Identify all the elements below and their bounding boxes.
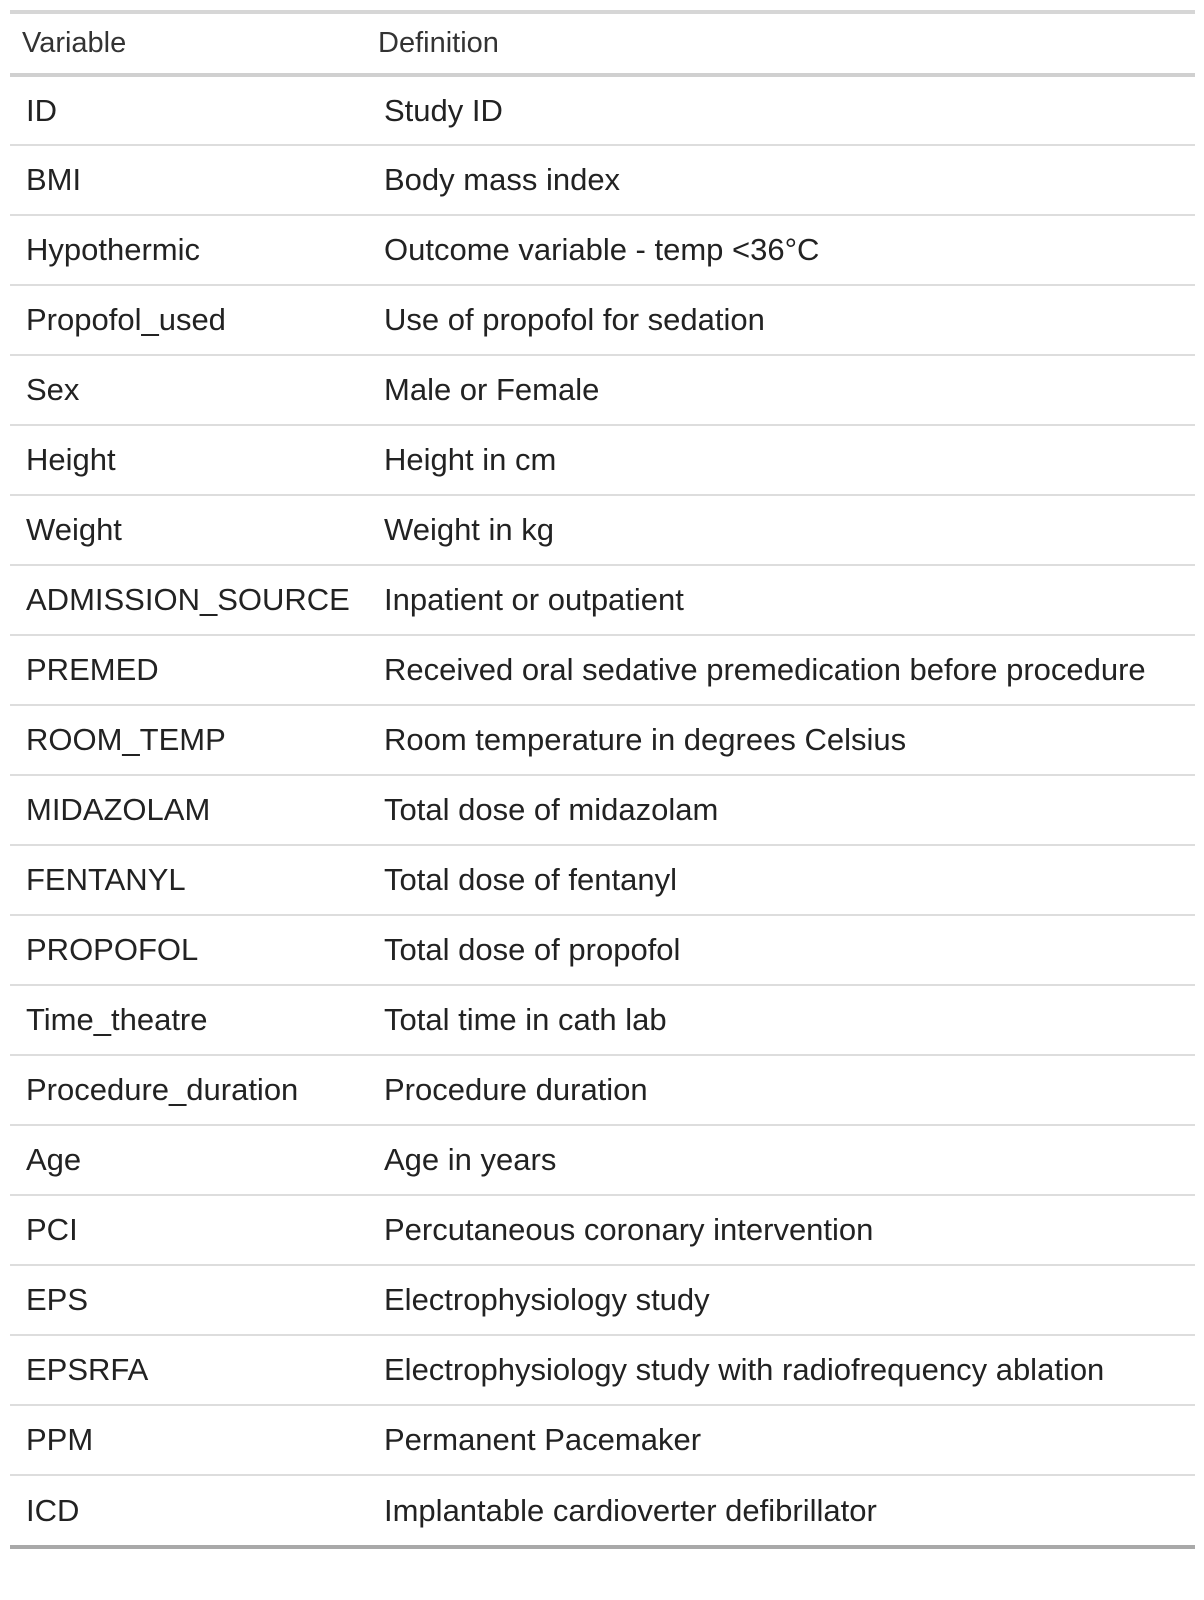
variable-cell: Height [10, 424, 368, 495]
table-row: PCI Percutaneous coronary intervention [10, 1194, 1195, 1265]
definition-cell: Total time in cath lab [368, 984, 1195, 1055]
definition-cell: Outcome variable - temp <36°C [368, 214, 1195, 285]
definition-cell: Body mass index [368, 144, 1195, 215]
definition-cell: Study ID [384, 92, 503, 128]
variable-cell: MIDAZOLAM [10, 774, 368, 845]
definition-cell: Total dose of fentanyl [368, 844, 1195, 915]
table-row: MIDAZOLAM Total dose of midazolam [10, 774, 1195, 845]
definition-cell: Weight in kg [368, 494, 1195, 565]
variable-cell: FENTANYL [10, 844, 368, 915]
table-row: ADMISSION_SOURCE Inpatient or outpatient [10, 564, 1195, 635]
definition-cell: Permanent Pacemaker [368, 1404, 1195, 1475]
table-row: Age Age in years [10, 1124, 1195, 1195]
definition-cell: Total dose of midazolam [368, 774, 1195, 845]
header-variable: Variable [10, 14, 368, 77]
table-row: PPM Permanent Pacemaker [10, 1404, 1195, 1475]
definition-cell: Height in cm [368, 424, 1195, 495]
variable-definition-table: Variable Definition ID Study ID BMI Body ma… [10, 14, 1195, 1545]
definition-cell: Electrophysiology study [368, 1264, 1195, 1335]
variable-cell: EPS [10, 1264, 368, 1335]
variable-cell: Time_theatre [10, 984, 368, 1055]
variable-definition-table-container: Variable Definition ID Study ID BMI Body ma… [10, 10, 1195, 1549]
definition-cell: Age in years [368, 1124, 1195, 1195]
variable-cell: Hypothermic [10, 214, 368, 285]
definition-cell: Inpatient or outpatient [368, 564, 1195, 635]
definition-cell: Percutaneous coronary intervention [368, 1194, 1195, 1265]
table-row: BMI Body mass index [10, 144, 1195, 215]
variable-cell: PCI [10, 1194, 368, 1265]
table-row: ID Study ID [10, 75, 1195, 145]
table-row: PREMED Received oral sedative premedicati… [10, 634, 1195, 705]
definition-cell: Total dose of propofol [368, 914, 1195, 985]
table-row: EPSRFA Electrophysiology study with radio… [10, 1334, 1195, 1405]
table-row: Height Height in cm [10, 424, 1195, 495]
table-row: PROPOFOL Total dose of propofol [10, 914, 1195, 985]
definition-cell: Room temperature in degrees Celsius [368, 704, 1195, 775]
table-row: ICD Implantable cardioverter defibrillato… [10, 1474, 1195, 1545]
variable-cell: Age [10, 1124, 368, 1195]
definition-cell: Received oral sedative premedication bef… [368, 634, 1195, 705]
table-row: EPS Electrophysiology study [10, 1264, 1195, 1335]
variable-cell: Weight [10, 494, 368, 565]
variable-cell: PROPOFOL [10, 914, 368, 985]
table-row: ROOM_TEMP Room temperature in degrees Cel… [10, 704, 1195, 775]
header-definition: Definition [368, 14, 1195, 77]
variable-cell: Sex [10, 354, 368, 425]
variable-cell: BMI [10, 144, 368, 215]
variable-cell: ICD [10, 1474, 368, 1545]
variable-cell: ROOM_TEMP [10, 704, 368, 775]
table-row: Hypothermic Outcome variable - temp <36°C [10, 214, 1195, 285]
table-body: ID Study ID BMI Body mass index Hypothermic O… [10, 75, 1195, 1545]
definition-cell: Use of propofol for sedation [368, 284, 1195, 355]
variable-cell: PREMED [10, 634, 368, 705]
definition-cell: Implantable cardioverter defibrillator [368, 1474, 1195, 1545]
variable-cell: Procedure_duration [10, 1054, 368, 1125]
definition-cell: Procedure duration [368, 1054, 1195, 1125]
definition-cell: Male or Female [368, 354, 1195, 425]
table-row: Time_theatre Total time in cath lab [10, 984, 1195, 1055]
variable-cell: EPSRFA [10, 1334, 368, 1405]
variable-cell: ADMISSION_SOURCE [10, 564, 368, 635]
table-row: Procedure_duration Procedure duration [10, 1054, 1195, 1125]
table-row: Propofol_used Use of propofol for sedatio… [10, 284, 1195, 355]
variable-cell: ID [26, 92, 57, 128]
table-row: Sex Male or Female [10, 354, 1195, 425]
variable-cell: PPM [10, 1404, 368, 1475]
table-row: Weight Weight in kg [10, 494, 1195, 565]
table-row: FENTANYL Total dose of fentanyl [10, 844, 1195, 915]
definition-cell: Electrophysiology study with radiofreque… [368, 1334, 1195, 1405]
variable-cell: Propofol_used [10, 284, 368, 355]
table-header-row: Variable Definition [10, 14, 1195, 77]
